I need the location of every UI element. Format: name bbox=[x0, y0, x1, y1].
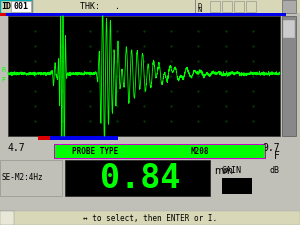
Text: F: F bbox=[274, 151, 280, 161]
Text: D: D bbox=[197, 4, 201, 9]
Bar bbox=[282, 16, 296, 136]
Text: 4.7: 4.7 bbox=[8, 143, 26, 153]
Bar bbox=[282, 0, 296, 13]
Text: dB: dB bbox=[270, 166, 280, 175]
Bar bbox=[234, 1, 244, 12]
Text: THK:   .: THK: . bbox=[80, 2, 120, 11]
Bar bbox=[0, 0, 32, 13]
Bar bbox=[65, 160, 210, 196]
Bar bbox=[222, 178, 252, 194]
Text: GAIN: GAIN bbox=[222, 166, 242, 175]
Bar bbox=[283, 20, 295, 38]
Bar bbox=[246, 1, 256, 12]
Text: ID: ID bbox=[1, 2, 11, 11]
Text: R: R bbox=[2, 67, 6, 73]
Bar bbox=[11, 1, 31, 12]
Bar bbox=[0, 13, 6, 16]
Bar bbox=[0, 0, 300, 13]
Text: SE-M2:4Hz: SE-M2:4Hz bbox=[2, 173, 44, 182]
Text: F: F bbox=[2, 76, 6, 83]
Bar bbox=[32, 0, 33, 13]
Text: 9.7: 9.7 bbox=[262, 143, 280, 153]
Text: 0.84: 0.84 bbox=[100, 162, 181, 194]
Bar bbox=[0, 160, 62, 196]
Bar bbox=[210, 1, 220, 12]
Bar bbox=[54, 144, 266, 159]
Bar bbox=[0, 211, 14, 225]
Bar bbox=[0, 13, 286, 16]
Bar bbox=[222, 1, 232, 12]
Text: ↔ to select, then ENTER or I.: ↔ to select, then ENTER or I. bbox=[83, 214, 217, 223]
Bar bbox=[38, 136, 118, 140]
Text: 001: 001 bbox=[14, 2, 28, 11]
Bar bbox=[38, 136, 50, 140]
Bar bbox=[55, 145, 265, 158]
Text: N: N bbox=[197, 7, 201, 14]
Text: mm: mm bbox=[214, 166, 233, 176]
Bar bbox=[8, 16, 280, 136]
Text: PROBE TYPE: PROBE TYPE bbox=[72, 147, 118, 156]
Bar bbox=[195, 0, 196, 13]
Bar bbox=[0, 211, 300, 225]
Text: M208: M208 bbox=[191, 147, 209, 156]
